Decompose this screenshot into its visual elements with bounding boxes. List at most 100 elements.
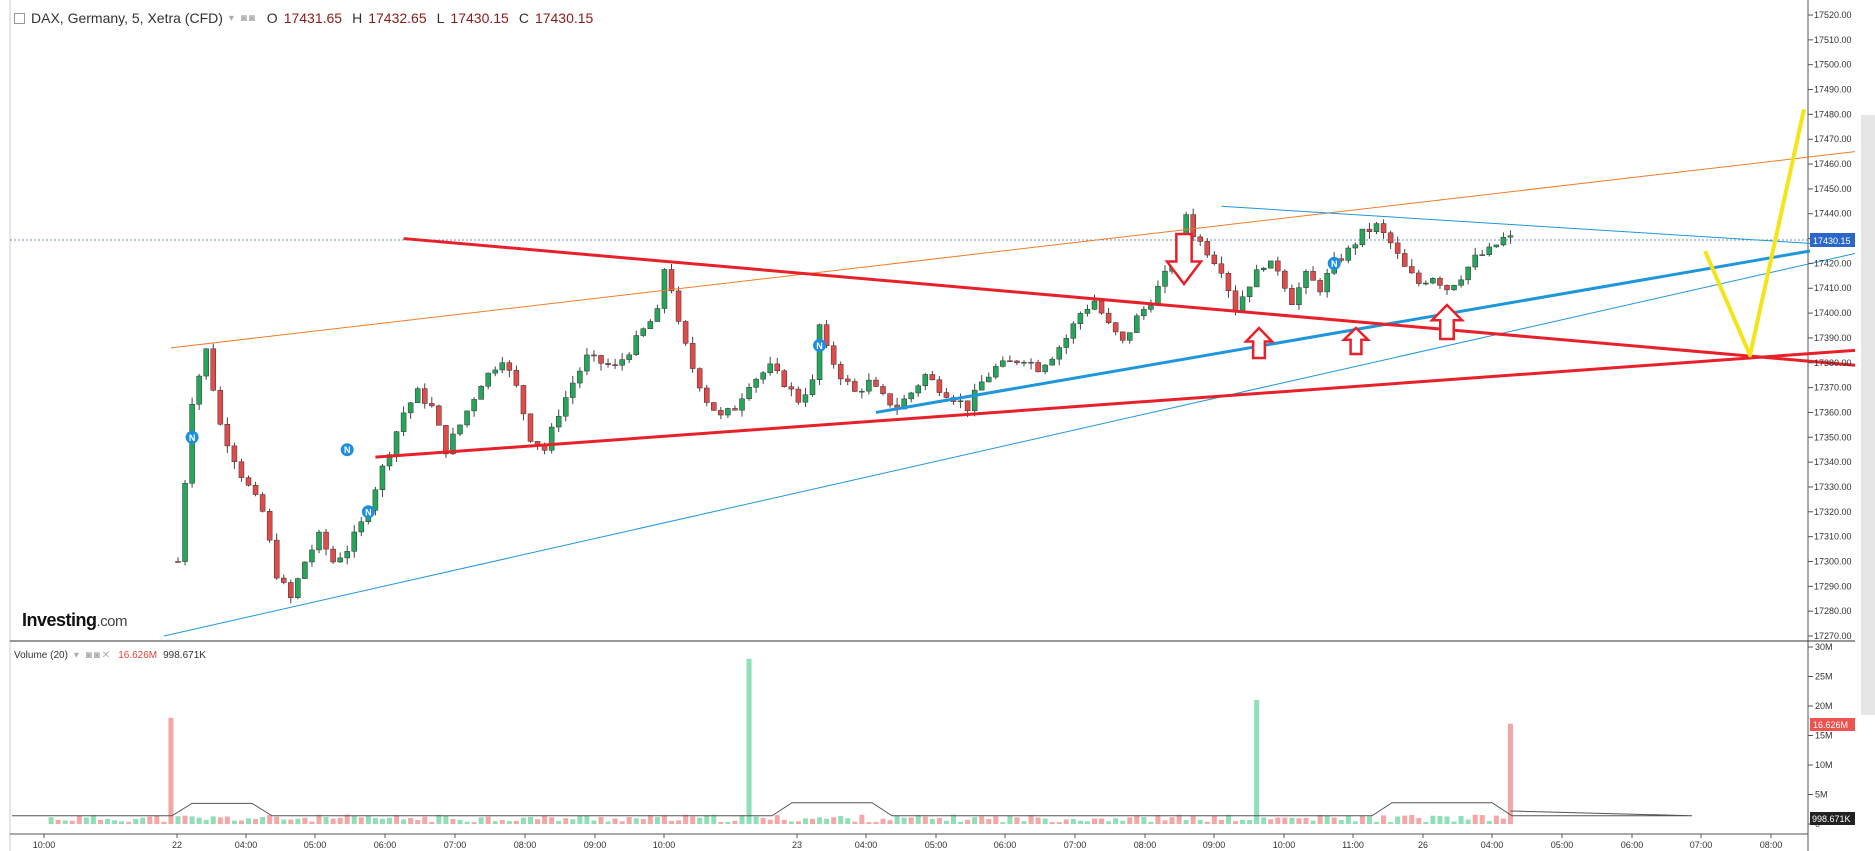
volume-bar [612, 818, 618, 824]
volume-bar [753, 816, 759, 824]
volume-bar [1070, 819, 1076, 824]
symbol-title[interactable]: DAX, Germany, 5, Xetra (CFD) [31, 10, 223, 26]
volume-bar [845, 818, 851, 824]
volume-bar [1233, 821, 1238, 824]
volume-bar [147, 816, 153, 824]
candle-down [1225, 273, 1232, 291]
candle-down [781, 370, 788, 387]
candle-down [795, 388, 802, 403]
candle-up [1486, 246, 1493, 255]
candle-down [520, 385, 527, 415]
volume-tick-label: 10M [1815, 760, 1833, 770]
candle-down [443, 425, 449, 455]
volume-bar [1247, 820, 1253, 824]
candle-up [570, 382, 576, 398]
candle-down [1401, 253, 1408, 267]
candle-up [182, 483, 188, 562]
open-value: 17431.65 [283, 10, 343, 26]
volume-bar [824, 818, 830, 824]
volume-bar [415, 820, 421, 824]
candle-down [1014, 360, 1020, 364]
volume-bar [1225, 814, 1231, 824]
volume-bar [549, 817, 555, 824]
volume-bar [1106, 821, 1112, 824]
volume-bar [1113, 818, 1119, 824]
volume-bar [866, 822, 872, 824]
volume-bar [535, 819, 541, 824]
volume-bar [1028, 815, 1034, 824]
volume-tick-label: 20M [1815, 701, 1833, 711]
x-tick-label: 06:00 [374, 840, 397, 850]
volume-bar [1402, 815, 1408, 824]
volume-bar [513, 820, 519, 824]
volume-bar [506, 821, 512, 824]
candle-up [1042, 364, 1048, 373]
candle-down [281, 577, 287, 583]
candle-up [1148, 305, 1154, 310]
volume-bar [1345, 815, 1351, 824]
volume-bar [986, 819, 992, 824]
volume-bar [154, 815, 160, 824]
y-tick-label: 17490.00 [1814, 85, 1852, 95]
volume-bar [711, 814, 717, 824]
candle-up [1451, 284, 1457, 291]
candle-down [852, 381, 858, 392]
volume-bar [1458, 815, 1464, 824]
volume-bar [528, 816, 533, 824]
volume-bar [1366, 816, 1372, 824]
scrollbar[interactable] [1861, 115, 1875, 715]
candle-up [464, 410, 470, 426]
red-lower-trendline [375, 348, 1856, 459]
y-tick-label: 17380.00 [1814, 358, 1852, 368]
x-tick-label: 08:00 [1134, 840, 1157, 850]
x-tick-label: 22 [172, 840, 182, 850]
candle-down [330, 548, 336, 563]
x-tick-label: 09:00 [1203, 840, 1226, 850]
volume-tick-label: 30M [1815, 642, 1833, 652]
volume-settings-icons[interactable]: ▾ ◙◙✕ [73, 650, 113, 661]
candle-up [1162, 270, 1168, 287]
volume-bar [739, 815, 745, 824]
candle-down [175, 561, 181, 563]
volume-bar [457, 819, 463, 824]
volume-bar [1303, 817, 1309, 824]
candle-down [1204, 241, 1211, 256]
news-marker-icon: N [813, 338, 827, 352]
candle-up [619, 359, 625, 366]
candle-up [739, 398, 745, 411]
volume-bar [140, 817, 146, 824]
candle-down [704, 387, 710, 403]
candle-down [1366, 228, 1373, 232]
volume-bar [598, 816, 604, 824]
candle-down [245, 477, 252, 486]
candles-layer [175, 208, 1514, 604]
candle-up [577, 370, 583, 384]
volume-bar [570, 819, 576, 824]
candle-down [830, 345, 837, 365]
volume-bar [1381, 815, 1387, 824]
x-tick-label: 05:00 [925, 840, 948, 850]
candle-up [499, 362, 506, 371]
settings-icons[interactable]: ▾ ◙◙ [228, 12, 257, 24]
candle-down [217, 389, 224, 425]
volume-value-black: 998.671K [163, 650, 206, 661]
collapse-icon[interactable] [14, 12, 25, 24]
candle-down [689, 343, 696, 369]
volume-bar [1486, 820, 1492, 824]
volume-bar [253, 819, 259, 824]
candle-up [633, 335, 639, 356]
candle-up [1324, 273, 1330, 293]
volume-bar [1134, 815, 1140, 824]
volume-bar [1183, 820, 1189, 824]
volume-bar [1282, 817, 1288, 824]
candle-up [1084, 309, 1091, 314]
volume-bar [1197, 819, 1203, 824]
volume-bar [831, 817, 837, 824]
volume-title[interactable]: Volume (20) [14, 650, 68, 661]
red-upper-trendline [403, 237, 1856, 367]
volume-bar [246, 818, 251, 824]
candle-up [457, 424, 463, 435]
candle-down [1310, 271, 1316, 281]
y-tick-label: 17290.00 [1814, 581, 1852, 591]
